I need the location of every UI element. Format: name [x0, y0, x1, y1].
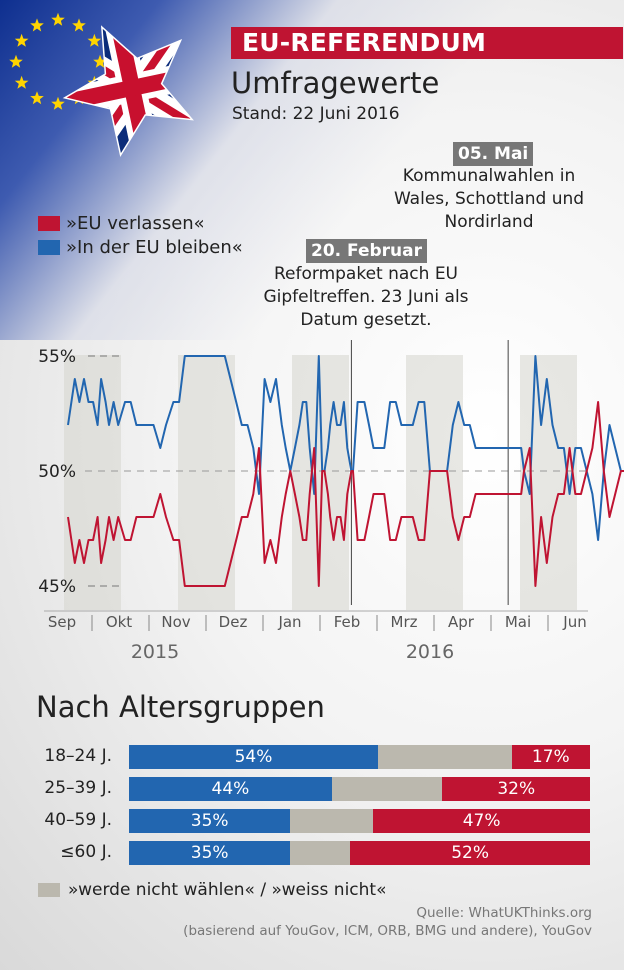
annotation-feb-text: Reformpaket nach EU Gipfeltreffen. 23 Ju… — [246, 263, 486, 332]
bar-segment-remain: 54% — [129, 745, 378, 769]
y-tick-label: 55% — [38, 347, 76, 367]
age-group-label: 40–59 J. — [44, 810, 112, 830]
x-month-label: Apr — [448, 613, 475, 631]
age-section-title: Nach Altersgruppen — [36, 690, 325, 724]
x-month-label: Jan — [277, 613, 301, 631]
annotation-may-line: Nordirland — [444, 212, 534, 232]
legend-leave-swatch — [38, 216, 60, 231]
bar-value-label: 54% — [234, 747, 273, 767]
bar-segment-undecided — [290, 809, 374, 833]
x-month-label: Mrz — [391, 613, 418, 631]
eu-star-icon — [30, 18, 44, 32]
title-banner: EU-REFERENDUM — [231, 27, 623, 59]
y-tick-label: 50% — [38, 462, 76, 482]
year-label-2016: 2016 — [406, 641, 454, 663]
age-group-label: ≤60 J. — [60, 842, 112, 862]
annotation-feb-line: Gipfeltreffen. 23 Juni als — [263, 287, 469, 307]
star-outline — [62, 25, 194, 158]
annotation-may-line: Kommunalwahlen in — [402, 166, 576, 186]
age-bar: 44% 32% — [129, 777, 590, 801]
x-month-label: Okt — [106, 613, 132, 631]
bar-segment-leave: 52% — [350, 841, 590, 865]
legend-leave-label: »EU verlassen« — [66, 213, 205, 234]
age-bar: 35% 52% — [129, 841, 590, 865]
bar-value-label: 44% — [211, 779, 250, 799]
eu-star-icon — [51, 12, 65, 26]
bar-value-label: 47% — [462, 811, 501, 831]
age-group-label: 25–39 J. — [44, 778, 112, 798]
eu-star-icon — [72, 18, 86, 32]
year-label-2015: 2015 — [131, 641, 179, 663]
date-stamp: Stand: 22 Juni 2016 — [232, 104, 400, 124]
eu-uk-flag-illustration — [9, 11, 200, 160]
eu-star-icon — [93, 54, 107, 68]
eu-star-icon — [87, 33, 102, 47]
series-line — [67, 401, 624, 587]
union-jack-star-icon — [51, 11, 200, 160]
x-month-label: Jun — [562, 613, 586, 631]
bar-segment-remain: 44% — [129, 777, 332, 801]
annotation-may-tag: 05. Mai — [453, 142, 534, 166]
month-band — [406, 355, 463, 610]
month-band — [64, 355, 121, 610]
bar-value-label: 52% — [451, 843, 490, 863]
legend-remain: »In der EU bleiben« — [38, 237, 243, 258]
x-month-label: Sep — [48, 613, 76, 631]
month-band — [178, 355, 235, 610]
bar-segment-leave: 47% — [373, 809, 590, 833]
age-group-label: 18–24 J. — [44, 746, 112, 766]
x-month-label: Mai — [505, 613, 531, 631]
series-line — [67, 355, 624, 541]
bar-segment-undecided — [377, 745, 512, 769]
legend-remain-label: »In der EU bleiben« — [66, 237, 243, 258]
legend-undecided-swatch — [38, 883, 60, 897]
eu-star-icon — [14, 75, 29, 89]
x-month-label: Feb — [334, 613, 361, 631]
bar-segment-remain: 35% — [129, 809, 291, 833]
eu-star-icon — [9, 54, 23, 68]
annotation-feb-tag: 20. Februar — [306, 239, 427, 263]
bar-segment-leave: 17% — [511, 745, 590, 769]
eu-star-icon — [51, 96, 65, 110]
legend-undecided: »werde nicht wählen« / »weiss nicht« — [38, 880, 386, 900]
poll-line-chart: 55% 50% 45% Sep Okt Nov Dez Jan Feb Mrz Apr Mai Jun 2… — [38, 340, 624, 663]
source-detail: (basierend auf YouGov, ICM, ORB, BMG und… — [183, 923, 592, 939]
y-tick-label: 45% — [38, 577, 76, 597]
age-bar: 35% 47% — [129, 809, 590, 833]
legend-leave: »EU verlassen« — [38, 213, 205, 234]
annotation-may-line: Wales, Schottland und — [393, 189, 585, 209]
eu-star-icon — [30, 91, 44, 105]
page-subtitle: Umfragewerte — [231, 66, 440, 100]
legend-remain-swatch — [38, 240, 60, 255]
bar-segment-remain: 35% — [129, 841, 291, 865]
eu-star-icon — [14, 33, 29, 47]
x-month-label: Dez — [219, 613, 248, 631]
bar-value-label: 35% — [190, 811, 229, 831]
annotation-may-text: Kommunalwahlen in Wales, Schottland und … — [378, 165, 600, 234]
bar-value-label: 32% — [497, 779, 536, 799]
annotation-feb-line: Datum gesetzt. — [300, 310, 432, 330]
source-line: Quelle: WhatUKThinks.org — [416, 905, 592, 921]
bar-segment-leave: 32% — [442, 777, 590, 801]
legend-undecided-label: »werde nicht wählen« / »weiss nicht« — [68, 880, 387, 900]
bar-value-label: 17% — [531, 747, 570, 767]
bar-segment-undecided — [290, 841, 351, 865]
annotation-feb-line: Reformpaket nach EU — [273, 264, 459, 284]
age-bar: 54% 17% — [129, 745, 590, 769]
x-month-label: Nov — [161, 613, 190, 631]
bar-value-label: 35% — [190, 843, 229, 863]
bar-segment-undecided — [331, 777, 443, 801]
